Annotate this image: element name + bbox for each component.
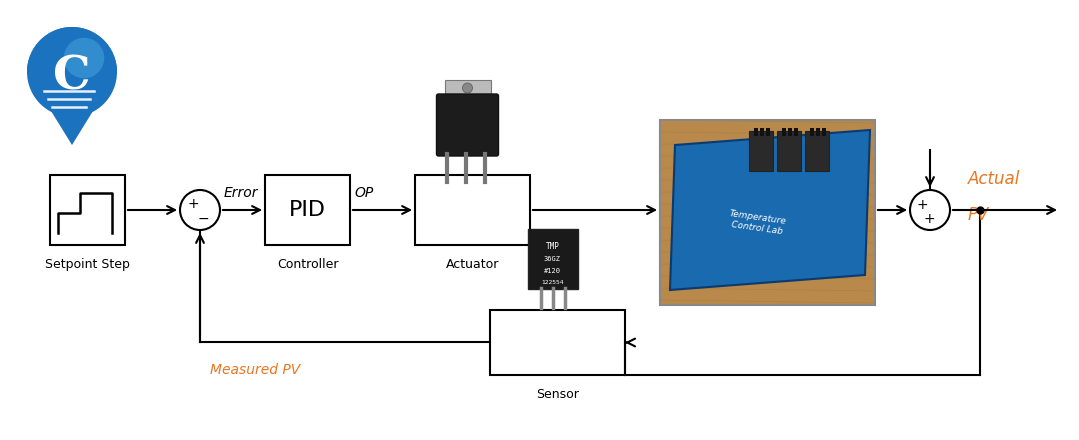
FancyBboxPatch shape — [490, 310, 625, 375]
FancyBboxPatch shape — [816, 128, 820, 136]
Text: Sensor: Sensor — [536, 388, 579, 401]
Text: 122554: 122554 — [542, 280, 563, 285]
FancyBboxPatch shape — [766, 128, 770, 136]
Text: Temperature
Control Lab: Temperature Control Lab — [727, 209, 788, 236]
FancyBboxPatch shape — [528, 229, 577, 289]
Circle shape — [463, 83, 473, 93]
FancyBboxPatch shape — [760, 128, 764, 136]
Text: Setpoint Step: Setpoint Step — [45, 258, 129, 271]
Text: PID: PID — [289, 200, 326, 220]
FancyBboxPatch shape — [749, 131, 773, 171]
FancyBboxPatch shape — [50, 175, 125, 245]
FancyBboxPatch shape — [754, 128, 759, 136]
Text: TMP: TMP — [546, 242, 559, 251]
FancyBboxPatch shape — [415, 175, 530, 245]
Polygon shape — [670, 130, 870, 290]
Text: +: + — [187, 197, 199, 211]
Text: C: C — [53, 53, 91, 99]
Circle shape — [64, 38, 105, 78]
Text: Actuator: Actuator — [446, 258, 500, 271]
FancyBboxPatch shape — [822, 128, 827, 136]
Text: PV: PV — [968, 206, 989, 224]
Polygon shape — [27, 27, 117, 145]
Text: Controller: Controller — [276, 258, 338, 271]
Text: Error: Error — [224, 186, 259, 200]
FancyBboxPatch shape — [265, 175, 350, 245]
Text: Actual: Actual — [968, 170, 1021, 188]
Circle shape — [180, 190, 220, 230]
Text: Measured PV: Measured PV — [210, 363, 300, 377]
Text: −: − — [197, 212, 209, 226]
FancyBboxPatch shape — [437, 94, 498, 156]
FancyBboxPatch shape — [788, 128, 792, 136]
Circle shape — [910, 190, 950, 230]
FancyBboxPatch shape — [794, 128, 798, 136]
Text: +: + — [924, 212, 934, 226]
Text: #120: #120 — [544, 268, 561, 274]
FancyBboxPatch shape — [660, 120, 875, 305]
Text: +: + — [916, 198, 928, 212]
FancyBboxPatch shape — [810, 128, 814, 136]
Text: 36GZ: 36GZ — [544, 256, 561, 262]
Circle shape — [27, 27, 117, 117]
Text: OP: OP — [354, 186, 373, 200]
FancyBboxPatch shape — [805, 131, 829, 171]
FancyBboxPatch shape — [782, 128, 786, 136]
FancyBboxPatch shape — [777, 131, 801, 171]
FancyBboxPatch shape — [445, 80, 491, 96]
